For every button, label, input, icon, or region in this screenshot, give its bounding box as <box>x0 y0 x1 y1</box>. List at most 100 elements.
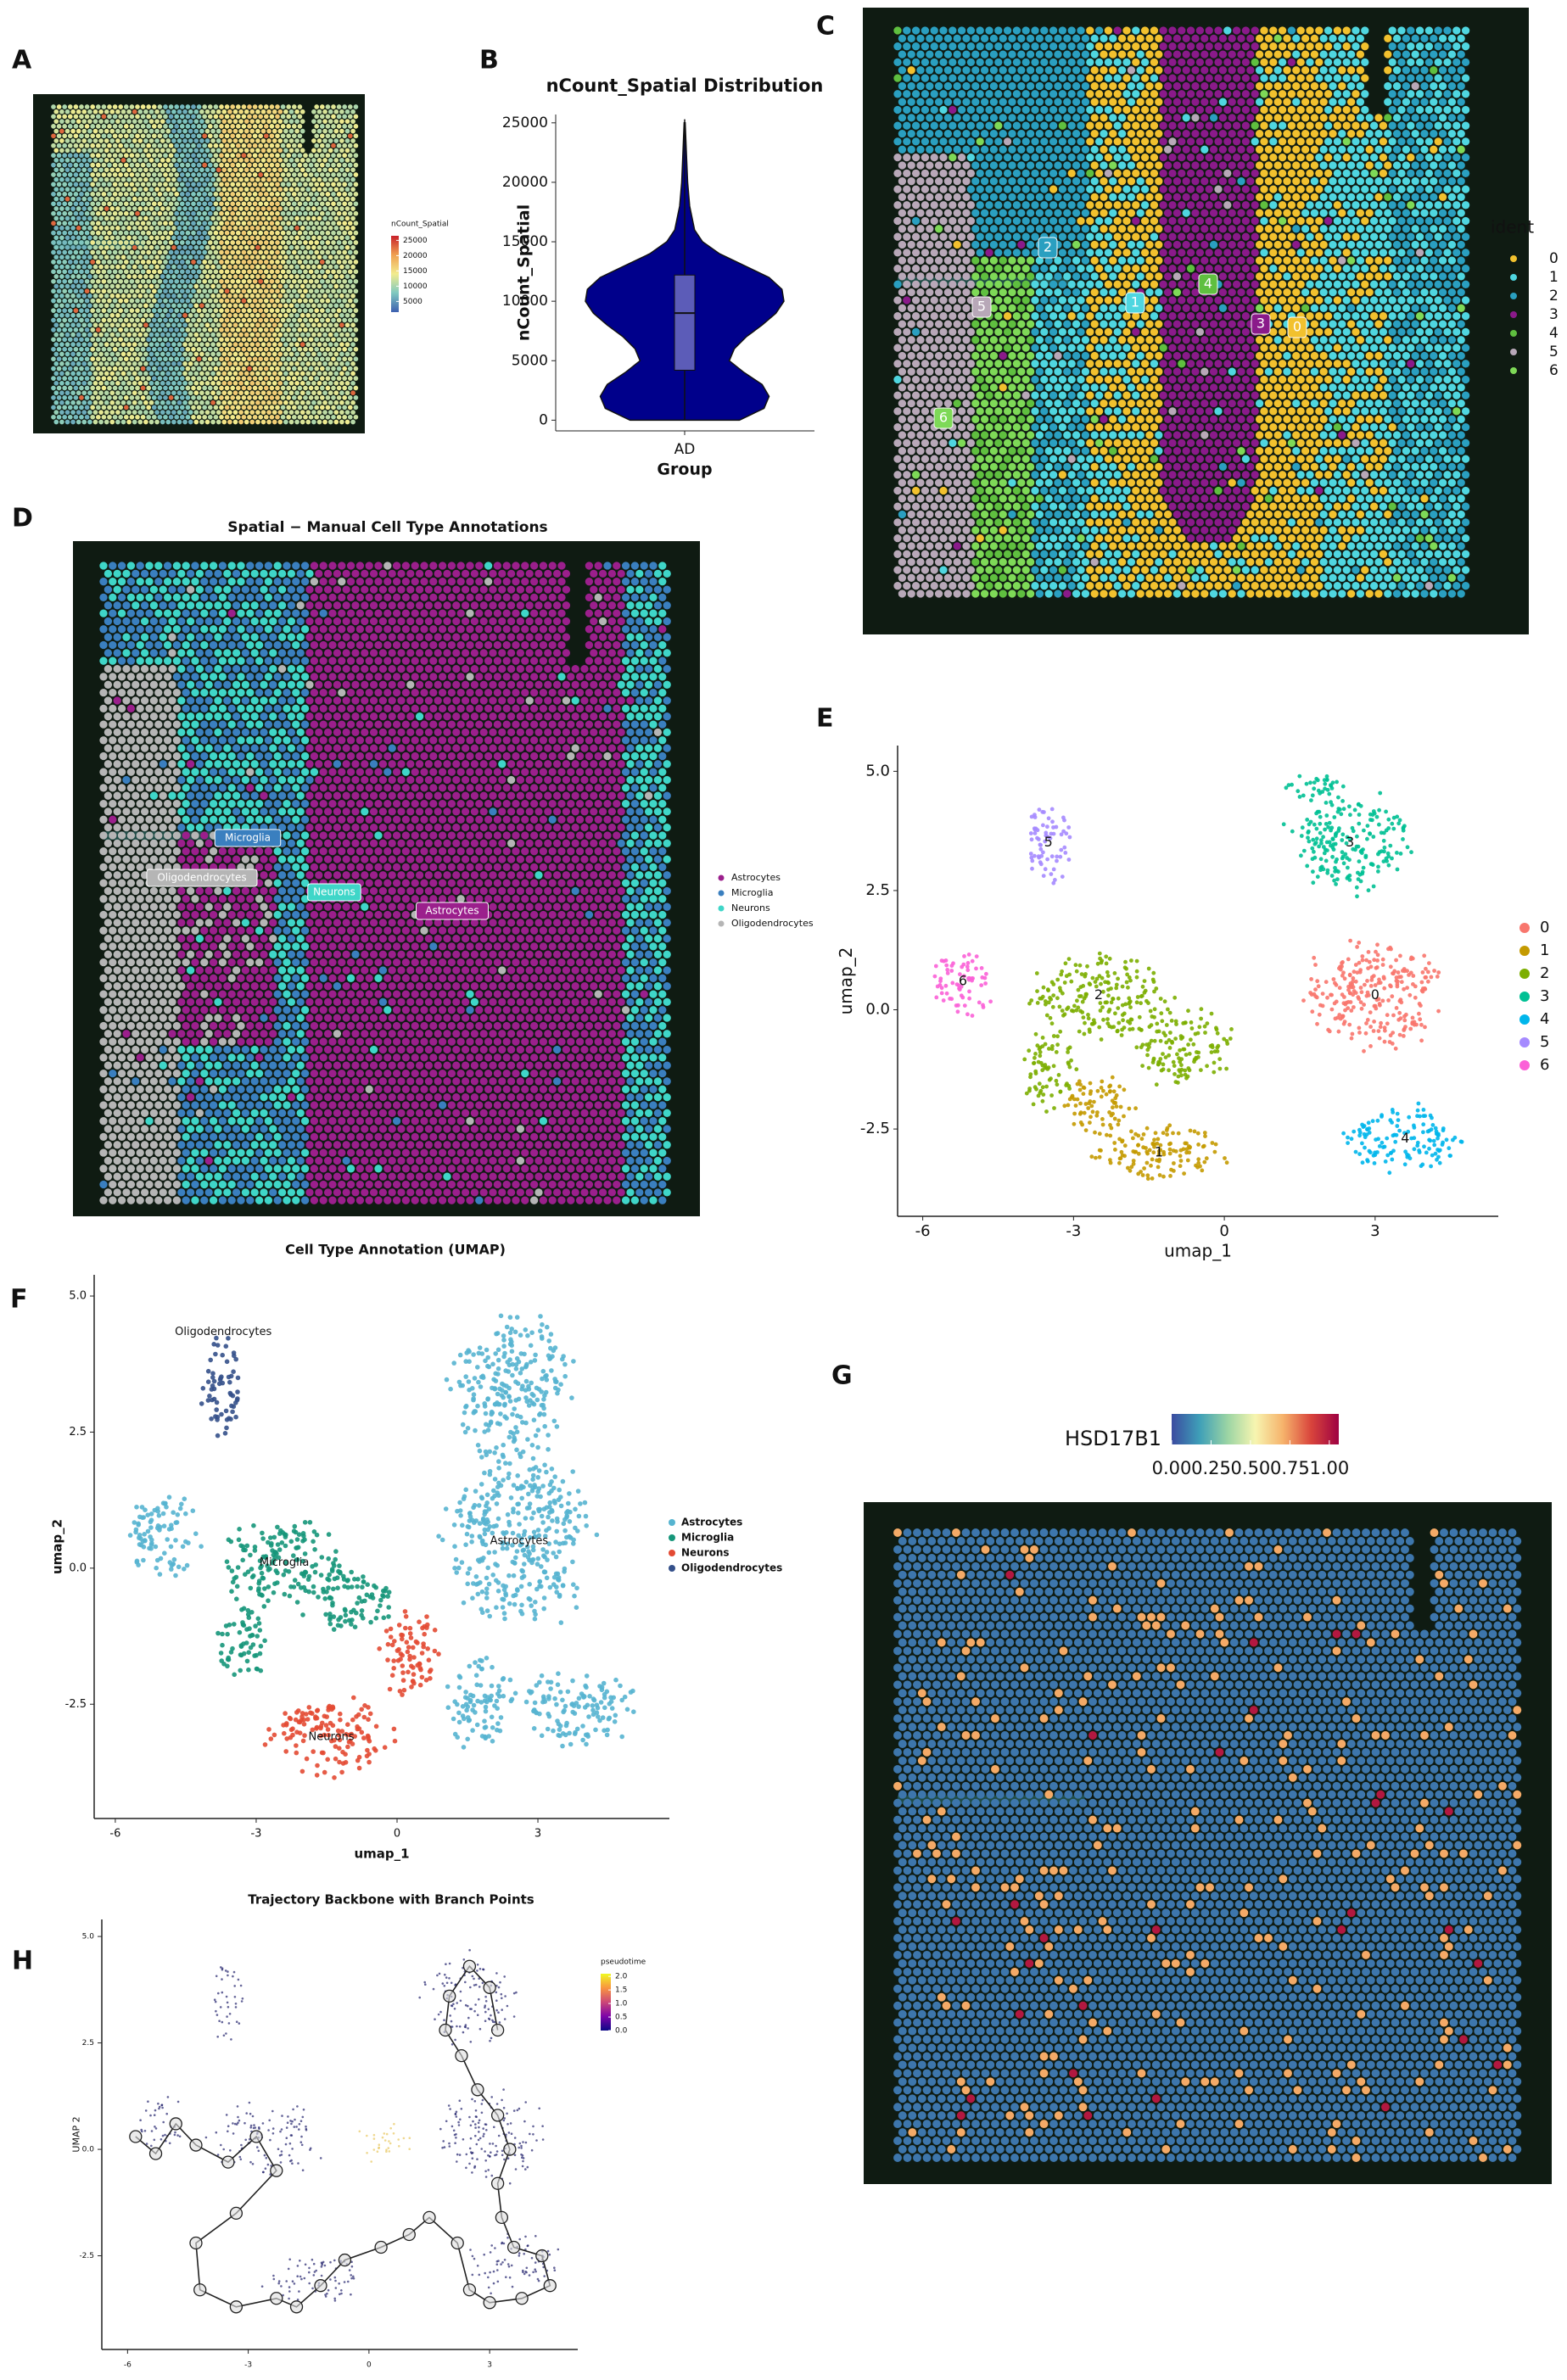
spot <box>272 167 277 172</box>
spot <box>74 124 79 129</box>
spot <box>345 410 350 415</box>
spot <box>1311 130 1318 137</box>
spot <box>272 274 277 279</box>
spot <box>132 381 137 386</box>
spot <box>354 318 359 323</box>
spot <box>1173 161 1181 169</box>
spot <box>350 167 355 172</box>
spot <box>333 303 339 308</box>
spot <box>1393 193 1401 201</box>
spot <box>1246 66 1254 74</box>
spot <box>255 187 260 192</box>
spot <box>121 293 126 299</box>
spot <box>333 254 339 260</box>
spot <box>158 376 163 381</box>
spot <box>337 192 342 197</box>
spot <box>985 122 993 130</box>
spot <box>320 240 325 245</box>
spot <box>270 250 275 255</box>
spot <box>249 129 255 134</box>
spot <box>266 129 271 134</box>
spot <box>113 172 118 177</box>
spot <box>331 143 336 148</box>
spot <box>294 390 299 395</box>
spot <box>225 318 230 323</box>
spot <box>350 216 355 221</box>
spot <box>342 104 347 109</box>
spot <box>242 405 247 411</box>
spot <box>1301 98 1309 106</box>
spot <box>113 124 118 129</box>
spot <box>1049 154 1057 161</box>
spot <box>272 420 277 425</box>
spot <box>1462 170 1469 177</box>
spot <box>146 163 151 168</box>
spot <box>1183 161 1190 169</box>
spot <box>322 284 327 289</box>
spot <box>104 420 109 425</box>
spot <box>958 106 965 114</box>
spot <box>283 129 288 134</box>
spot <box>281 318 286 323</box>
spot <box>1206 106 1213 114</box>
spot <box>230 269 235 274</box>
spot <box>1425 59 1433 66</box>
spot <box>283 274 288 279</box>
spot <box>348 327 353 332</box>
spot <box>70 361 76 366</box>
spot <box>76 129 81 134</box>
spot <box>90 172 95 177</box>
spot <box>221 352 227 357</box>
spot <box>205 342 210 347</box>
spot <box>1402 35 1410 42</box>
spot <box>216 206 221 211</box>
spot <box>160 352 165 357</box>
spot <box>305 235 311 240</box>
spot <box>916 66 924 74</box>
spot <box>115 138 120 143</box>
spot <box>1420 177 1428 185</box>
spot <box>154 352 159 357</box>
spot <box>1206 26 1213 34</box>
spot <box>1173 114 1181 121</box>
spot <box>261 390 266 395</box>
spot <box>1173 98 1181 106</box>
spot <box>1338 130 1346 137</box>
spot <box>1164 146 1172 154</box>
spot <box>177 372 182 377</box>
spot <box>337 356 342 361</box>
spot <box>96 415 101 420</box>
spot <box>1063 146 1071 154</box>
spot <box>1306 106 1313 114</box>
spot <box>1191 146 1199 154</box>
spot <box>193 245 199 250</box>
spot <box>236 415 241 420</box>
spot <box>124 201 129 206</box>
spot <box>317 245 322 250</box>
spot <box>1168 106 1176 114</box>
spot <box>109 235 115 240</box>
spot <box>266 410 271 415</box>
spot <box>1068 170 1076 177</box>
spot <box>333 410 339 415</box>
spot <box>328 274 333 279</box>
spot <box>130 269 135 274</box>
spot <box>1219 193 1227 201</box>
spot <box>124 347 129 352</box>
spot <box>191 318 196 323</box>
spot <box>191 115 196 120</box>
spot <box>1352 106 1359 114</box>
spot <box>1091 130 1099 137</box>
spot <box>1077 154 1084 161</box>
spot <box>1397 42 1405 50</box>
spot <box>242 182 247 187</box>
spot <box>1150 106 1158 114</box>
spot <box>76 284 81 289</box>
spot <box>98 187 104 192</box>
spot <box>300 235 305 240</box>
spot <box>328 361 333 366</box>
spot <box>208 260 213 265</box>
spot <box>283 158 288 163</box>
spot <box>146 153 151 158</box>
spot <box>135 415 140 420</box>
